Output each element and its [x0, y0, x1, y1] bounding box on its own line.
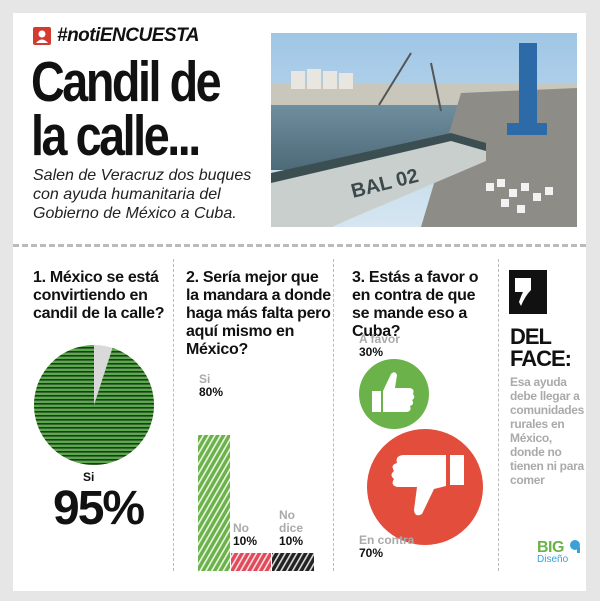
bar-no-dice-label: No dice 10%: [279, 508, 304, 548]
q1-answer-label: Si: [83, 470, 95, 484]
big-diseno-logo: BIG Diseño: [537, 539, 582, 565]
q2-question: 2. Sería mejor que la mandara a donde ha…: [186, 269, 331, 358]
elephant-icon: [570, 540, 581, 553]
q2-bar-chart: [198, 435, 314, 571]
quote-icon: [509, 270, 547, 314]
pie-slice-si: [34, 345, 154, 465]
user-icon: [33, 27, 51, 45]
bar-no-label: No 10%: [233, 521, 258, 548]
del-face-title: DEL FACE:: [510, 324, 572, 371]
del-face-comment: Esa ayuda debe llegar a comunidades rura…: [510, 375, 585, 487]
logo-name: BIG: [537, 539, 564, 556]
infographic-card: #notiENCUESTA Candil de la calle... Sale…: [13, 13, 586, 591]
bar-no: [231, 553, 271, 571]
column-divider: [498, 259, 499, 571]
section-divider: [13, 244, 586, 247]
thumbs-up-icon: [359, 359, 429, 429]
column-divider: [333, 259, 334, 571]
bar-si: [198, 435, 230, 571]
survey-tag-text: #notiENCUESTA: [57, 25, 199, 46]
q1-answer-value: 95%: [53, 482, 145, 535]
survey-tag: #notiENCUESTA: [33, 25, 199, 47]
column-divider: [173, 259, 174, 571]
bar-no-dice: [272, 553, 314, 571]
logo-sub: Diseño: [537, 554, 569, 565]
thumbs-down-icon: [367, 429, 483, 545]
q3-question: 3. Estás a favor o en contra de que se m…: [352, 269, 479, 340]
q1-pie-chart: [34, 345, 154, 465]
headline: Candil de la calle...: [31, 50, 222, 168]
subtitle: Salen de Veracruz dos buques con ayuda h…: [33, 167, 252, 222]
q1-question: 1. México se está convirtiendo en candil…: [33, 269, 165, 322]
ship-photo: BAL 02: [271, 33, 577, 227]
bar-si-label: Si 80%: [199, 372, 224, 399]
q3-contra-label: En contra 70%: [359, 533, 415, 560]
q3-favor-label: A favor 30%: [359, 332, 400, 359]
